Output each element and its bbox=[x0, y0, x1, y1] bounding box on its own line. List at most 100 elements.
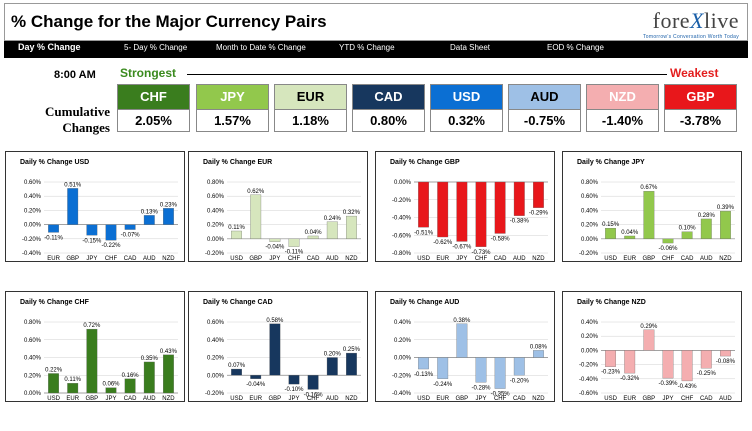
forexlive-logo[interactable]: foreXlive Tomorrow's Conversation Worth … bbox=[643, 8, 739, 40]
data-label: 0.11% bbox=[228, 225, 245, 231]
y-tick-label: 0.00% bbox=[207, 237, 225, 243]
data-label: -0.10% bbox=[284, 387, 304, 393]
data-label: -0.04% bbox=[265, 245, 285, 251]
bar bbox=[124, 224, 136, 230]
y-tick-label: 0.40% bbox=[581, 208, 599, 214]
y-tick-label: -0.20% bbox=[579, 251, 599, 257]
y-tick-label: 0.00% bbox=[394, 180, 412, 186]
chart-panel-nzd: Daily % Change NZD 0.40% 0.20% 0.00% -0.20% -… bbox=[562, 291, 742, 402]
x-category-label: JPY bbox=[105, 396, 116, 402]
strongest-label: Strongest bbox=[120, 66, 177, 80]
y-tick-label: 0.40% bbox=[207, 338, 225, 344]
x-category-label: NZD bbox=[345, 256, 358, 262]
tab-day-change[interactable]: Day % Change bbox=[18, 42, 81, 52]
bar-chart-usd: 0.60% 0.40% 0.20% 0.00% -0.20% -0.40% -0.11% EU… bbox=[22, 180, 178, 262]
chart-panel-usd: Daily % Change USD 0.60% 0.40% 0.20% 0.00% -0… bbox=[5, 151, 185, 262]
data-label: 0.22% bbox=[45, 367, 63, 373]
cumulative-changes-label: Cumulative Changes bbox=[34, 104, 110, 136]
tab-eod-change[interactable]: EOD % Change bbox=[547, 43, 604, 52]
currency-code: JPY bbox=[197, 85, 268, 109]
x-category-label: CHF bbox=[681, 396, 694, 402]
chart-title: Daily % Change JPY bbox=[577, 159, 645, 166]
currency-change-value: -0.75% bbox=[509, 109, 580, 131]
data-label: -0.07% bbox=[121, 233, 141, 239]
bar bbox=[418, 181, 429, 228]
x-category-label: USD bbox=[417, 396, 430, 402]
bar bbox=[643, 329, 655, 351]
currency-code: USD bbox=[431, 85, 502, 109]
x-category-label: CHF bbox=[494, 396, 507, 402]
x-category-label: JPY bbox=[86, 256, 97, 262]
bar bbox=[86, 224, 98, 236]
data-label: -0.29% bbox=[529, 211, 549, 217]
tab-5-day-change[interactable]: 5- Day % Change bbox=[124, 43, 188, 52]
x-category-label: GBP bbox=[86, 396, 99, 402]
bar-chart-aud: 0.40% 0.20% 0.00% -0.20% -0.40% -0.13% USD -0.2… bbox=[392, 318, 548, 402]
x-category-label: CAD bbox=[681, 256, 694, 262]
currency-change-value: -3.78% bbox=[665, 109, 736, 131]
y-tick-label: 0.20% bbox=[24, 208, 42, 214]
bar bbox=[269, 238, 281, 242]
chart-panel-chf: Daily % Change CHF 0.80% 0.60% 0.40% 0.20% 0.… bbox=[5, 291, 185, 402]
data-label: -0.28% bbox=[471, 385, 491, 391]
tab-data-sheet[interactable]: Data Sheet bbox=[450, 43, 491, 52]
bar bbox=[437, 181, 449, 238]
bar bbox=[475, 181, 487, 247]
x-category-label: USD bbox=[47, 396, 60, 402]
bar bbox=[163, 354, 174, 394]
chart-panel-cad: Daily % Change CAD 0.60% 0.40% 0.20% 0.00% -0… bbox=[188, 291, 368, 402]
data-label: -0.06% bbox=[658, 246, 678, 252]
data-label: 0.13% bbox=[141, 209, 159, 215]
y-tick-label: 0.00% bbox=[207, 373, 225, 379]
x-category-label: NZD bbox=[532, 396, 545, 402]
data-label: -0.23% bbox=[601, 370, 621, 376]
bar bbox=[48, 224, 59, 233]
currency-change-value: 2.05% bbox=[118, 109, 189, 131]
y-tick-label: 0.40% bbox=[24, 356, 42, 362]
x-category-label: CAD bbox=[124, 256, 137, 262]
logo-text-part2: live bbox=[704, 8, 739, 33]
data-label: 0.04% bbox=[621, 230, 639, 236]
x-category-label: AUD bbox=[326, 396, 339, 402]
currency-code: CAD bbox=[353, 85, 424, 109]
data-label: 0.38% bbox=[453, 318, 471, 324]
y-tick-label: 0.20% bbox=[24, 373, 42, 379]
chart-title: Daily % Change AUD bbox=[390, 299, 460, 306]
tab-ytd-change[interactable]: YTD % Change bbox=[339, 43, 395, 52]
x-category-label: AUD bbox=[513, 256, 526, 262]
chart-panel-aud: Daily % Change AUD 0.40% 0.20% 0.00% -0.20% -… bbox=[375, 291, 555, 402]
data-label: 0.11% bbox=[64, 377, 81, 383]
bar bbox=[418, 357, 429, 370]
x-category-label: CHF bbox=[288, 256, 301, 262]
x-category-label: CHF bbox=[662, 256, 675, 262]
bar bbox=[250, 194, 262, 239]
bar bbox=[250, 375, 262, 379]
chart-title: Daily % Change CAD bbox=[203, 299, 273, 306]
data-label: 0.08% bbox=[530, 344, 548, 350]
data-label: 0.39% bbox=[717, 205, 735, 211]
data-label: -0.58% bbox=[491, 236, 511, 242]
y-tick-label: -0.20% bbox=[579, 363, 599, 369]
data-label: 0.10% bbox=[679, 226, 697, 232]
data-label: -0.11% bbox=[285, 250, 304, 256]
y-tick-label: 0.40% bbox=[24, 194, 42, 200]
x-category-label: CAD bbox=[124, 396, 137, 402]
chart-title: Daily % Change USD bbox=[20, 159, 90, 166]
data-label: 0.16% bbox=[122, 373, 140, 379]
tab-month-to-date-change[interactable]: Month to Date % Change bbox=[216, 43, 306, 52]
bar bbox=[105, 224, 117, 241]
data-label: 0.29% bbox=[640, 324, 658, 330]
currency-code: NZD bbox=[587, 85, 658, 109]
bar bbox=[494, 357, 506, 389]
x-category-label: USD bbox=[230, 256, 243, 262]
y-tick-label: 0.60% bbox=[24, 180, 42, 186]
currency-change-value: 1.18% bbox=[275, 109, 346, 131]
x-category-label: CAD bbox=[513, 396, 526, 402]
strength-divider bbox=[187, 74, 667, 75]
data-label: -0.11% bbox=[44, 235, 63, 241]
bar bbox=[231, 230, 242, 239]
chart-panel-eur: Daily % Change EUR 0.80% 0.60% 0.40% 0.20% 0.… bbox=[188, 151, 368, 262]
cumulative-label-line2: Changes bbox=[62, 120, 110, 135]
bar bbox=[643, 191, 655, 239]
y-tick-label: 0.20% bbox=[207, 223, 225, 229]
